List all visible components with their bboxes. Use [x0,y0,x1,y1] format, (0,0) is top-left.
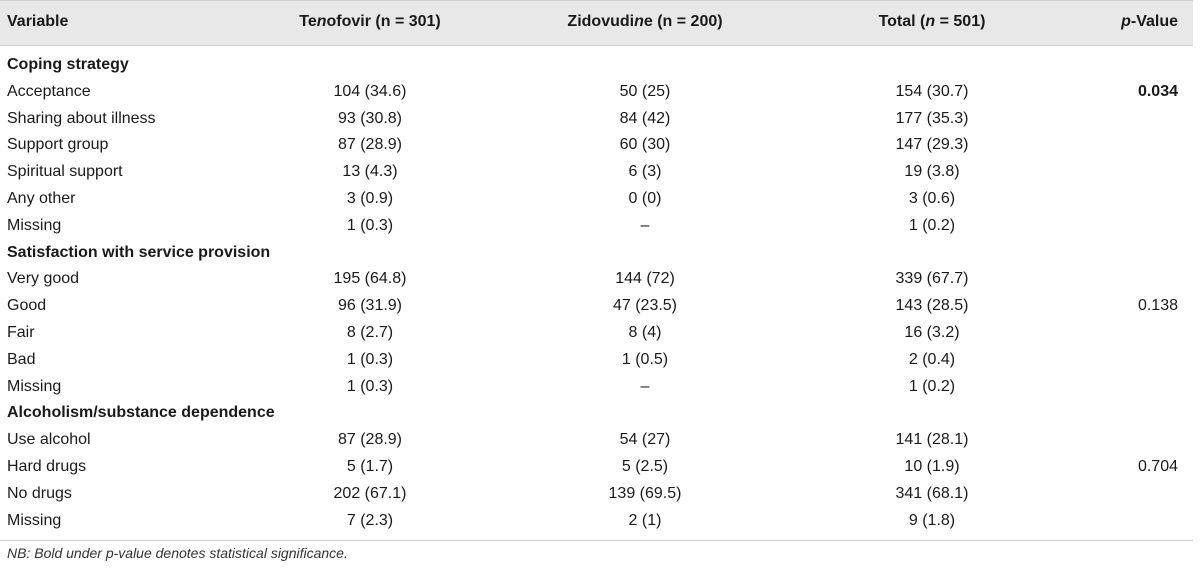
table-footnote: NB: Bold under p-value denotes statistic… [7,545,348,561]
table-row: Spiritual support 13 (4.3) 6 (3) 19 (3.8) [0,159,1193,186]
zidovudine-cell: 47 (23.5) [612,297,678,315]
zidovudine-cell: 6 (3) [628,163,662,181]
variable-cell: Acceptance [7,82,91,100]
zidovudine-cell: – [640,216,650,234]
total-cell: 1 (0.2) [908,377,956,395]
variable-cell: No drugs [7,484,72,502]
zidovudine-cell: 5 (2.5) [621,458,669,475]
tenofovir-cell: 1 (0.3) [346,216,394,234]
tenofovir-cell: 1 (0.3) [346,350,394,368]
section-header-row: Satisfaction with service provision [0,240,1193,267]
variable-cell: Any other [7,190,76,207]
tenofovir-cell: 8 (2.7) [346,324,394,341]
zidovudine-cell: 0 (0) [628,190,662,207]
total-cell: 341 (68.1) [895,484,969,502]
tenofovir-cell: 195 (64.8) [333,270,407,288]
table-header-band [0,0,1193,46]
table-row: Missing 1 (0.3) – 1 (0.2) [0,213,1193,240]
table-row: Missing 1 (0.3) – 1 (0.2) [0,374,1193,401]
total-cell: 3 (0.6) [908,190,956,207]
tenofovir-cell: 3 (0.9) [346,190,394,207]
total-cell: 1 (0.2) [908,216,956,234]
section-header-row: Alcoholism/substance dependence [0,400,1193,427]
variable-cell: Missing [7,511,62,529]
pvalue-cell: 0.138 [1137,297,1178,315]
total-cell: 9 (1.8) [908,511,956,529]
section-label: Satisfaction with service provision [7,243,271,261]
table-row: Acceptance 104 (34.6) 50 (25) 154 (30.7) 0.0… [0,79,1193,106]
tenofovir-cell: 7 (2.3) [346,511,394,529]
tenofovir-cell: 1 (0.3) [346,377,394,395]
header-pvalue: p-Value [1121,13,1178,30]
tenofovir-cell: 13 (4.3) [342,163,398,181]
table-row: Missing 7 (2.3) 2 (1) 9 (1.8) [0,508,1193,535]
tenofovir-cell: 5 (1.7) [346,458,394,475]
zidovudine-cell: 60 (30) [619,136,671,154]
section-header-row: Coping strategy [0,52,1193,79]
total-cell: 339 (67.7) [895,270,969,288]
total-cell: 10 (1.9) [904,458,960,475]
table-row: Very good 195 (64.8) 144 (72) 339 (67.7) [0,266,1193,293]
tenofovir-cell: 93 (30.8) [337,109,403,127]
zidovudine-cell: 139 (69.5) [608,484,682,502]
zidovudine-cell: 1 (0.5) [621,350,669,368]
zidovudine-cell: 144 (72) [615,270,675,288]
variable-cell: Missing [7,216,62,234]
variable-cell: Fair [7,324,35,341]
table-row: Any other 3 (0.9) 0 (0) 3 (0.6) [0,186,1193,213]
table-row: Good 96 (31.9) 47 (23.5) 143 (28.5) 0.138 [0,293,1193,320]
table-header-row: Variable Tenofovir (n = 301) Zidovudine … [0,8,1193,36]
total-cell: 143 (28.5) [895,297,969,315]
variable-cell: Use alcohol [7,431,91,449]
zidovudine-cell: 2 (1) [628,511,662,529]
header-total: Total (n = 501) [878,13,986,30]
variable-cell: Good [7,297,47,315]
table-row: Use alcohol 87 (28.9) 54 (27) 141 (28.1) [0,427,1193,454]
header-zidovudine: Zidovudine (n = 200) [567,13,723,30]
variable-cell: Very good [7,270,80,288]
table-row: Bad 1 (0.3) 1 (0.5) 2 (0.4) [0,347,1193,374]
header-tenofovir: Tenofovir (n = 301) [299,13,441,30]
total-cell: 16 (3.2) [904,324,960,341]
zidovudine-cell: – [640,377,650,395]
tenofovir-cell: 202 (67.1) [333,484,407,502]
total-cell: 19 (3.8) [904,163,960,181]
table-row: Fair 8 (2.7) 8 (4) 16 (3.2) [0,320,1193,347]
total-cell: 141 (28.1) [895,431,969,449]
variable-cell: Spiritual support [7,163,123,181]
header-variable: Variable [7,13,69,30]
total-cell: 147 (29.3) [895,136,969,154]
table-row: Support group 87 (28.9) 60 (30) 147 (29.3) [0,132,1193,159]
variable-cell: Bad [7,350,36,368]
section-label: Coping strategy [7,56,129,73]
pvalue-cell: 0.704 [1137,458,1178,475]
table-bottom-rule [0,540,1193,541]
variable-cell: Sharing about illness [7,109,156,127]
section-label: Alcoholism/substance dependence [7,404,275,422]
table-row: Hard drugs 5 (1.7) 5 (2.5) 10 (1.9) 0.704 [0,454,1193,481]
tenofovir-cell: 87 (28.9) [337,431,403,449]
zidovudine-cell: 54 (27) [619,431,671,449]
zidovudine-cell: 8 (4) [628,324,662,341]
variable-cell: Hard drugs [7,458,87,475]
zidovudine-cell: 50 (25) [619,82,671,100]
total-cell: 154 (30.7) [895,82,969,100]
table-row: Sharing about illness 93 (30.8) 84 (42) 177… [0,106,1193,133]
tenofovir-cell: 96 (31.9) [337,297,403,315]
tenofovir-cell: 104 (34.6) [333,82,407,100]
table-row: No drugs 202 (67.1) 139 (69.5) 341 (68.1) [0,481,1193,508]
tenofovir-cell: 87 (28.9) [337,136,403,154]
total-cell: 2 (0.4) [908,350,956,368]
pvalue-cell: 0.034 [1137,82,1178,100]
zidovudine-cell: 84 (42) [619,109,671,127]
variable-cell: Missing [7,377,62,395]
variable-cell: Support group [7,136,109,154]
total-cell: 177 (35.3) [895,109,969,127]
